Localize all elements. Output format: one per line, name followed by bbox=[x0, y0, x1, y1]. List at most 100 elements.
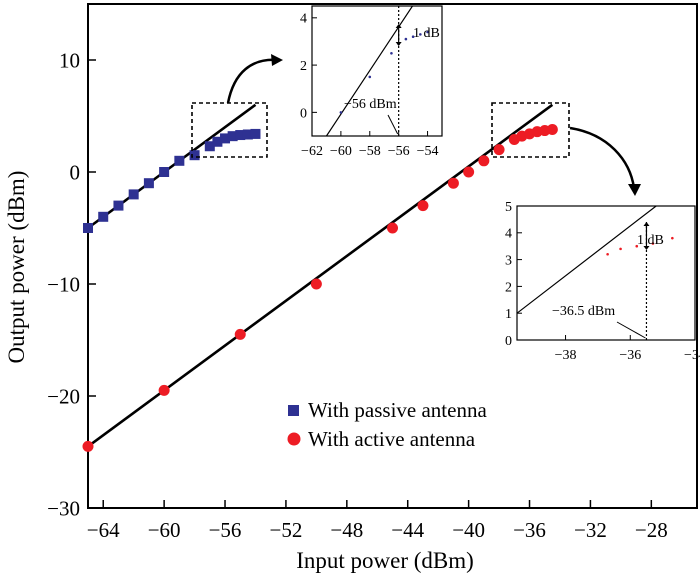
callout-arrowhead-active bbox=[628, 184, 641, 196]
inset-active-x-tick-label: −38 bbox=[555, 348, 577, 363]
inset-passive-data-point bbox=[368, 75, 372, 79]
legend: With passive antenna With active antenna bbox=[287, 398, 487, 451]
passive-data-point bbox=[242, 129, 253, 140]
main-y-tick-label: −20 bbox=[47, 384, 80, 408]
x-axis-label: Input power (dBm) bbox=[296, 548, 474, 573]
inset-active-1db-arrowhead-top bbox=[643, 222, 650, 226]
inset-passive-data-point bbox=[390, 51, 393, 55]
inset-passive-x-tick-label: −54 bbox=[417, 144, 439, 159]
passive-data-point bbox=[250, 128, 261, 139]
inset-active-axes: −38 −36 −34 0 1 2 3 4 5 bbox=[505, 200, 700, 363]
inset-active-data-point bbox=[635, 244, 639, 248]
inset-passive-data-point bbox=[426, 30, 429, 34]
passive-data-point bbox=[98, 211, 109, 222]
main-x-tick-label: −40 bbox=[452, 518, 485, 542]
inset-active-data-point bbox=[606, 252, 609, 256]
passive-data-point bbox=[220, 133, 231, 144]
main-x-tick-label: −52 bbox=[270, 518, 303, 542]
zoom-callouts bbox=[191, 54, 641, 196]
inset-passive-1db-arrowhead-bottom bbox=[395, 42, 402, 46]
passive-data-point bbox=[235, 130, 246, 141]
inset-passive-y-tick-label: 0 bbox=[300, 106, 307, 121]
active-data-point bbox=[310, 278, 322, 290]
main-axes: −64 −60 −56 −52 −48 −44 −40 −36 −32 −28 −30 −20 −10 0… bbox=[47, 3, 698, 542]
main-x-tick-label: −60 bbox=[148, 518, 181, 542]
inset-active-fit-line bbox=[517, 206, 657, 314]
inset-active-y-tick-label: 1 bbox=[505, 307, 512, 322]
active-data-point bbox=[493, 144, 505, 156]
main-x-tick-label: −56 bbox=[209, 518, 242, 542]
callout-arrowhead-passive bbox=[271, 54, 283, 66]
legend-label-passive: With passive antenna bbox=[308, 398, 487, 422]
inset-passive-data-point bbox=[404, 37, 408, 41]
zoom-box-passive bbox=[191, 102, 268, 158]
inset-passive-data-point bbox=[419, 33, 422, 36]
legend-marker-passive bbox=[288, 405, 299, 416]
active-data-point bbox=[478, 155, 490, 167]
y-axis-label: Output power (dBm) bbox=[4, 171, 29, 364]
passive-data-point bbox=[212, 136, 223, 147]
callout-arrow-passive bbox=[226, 58, 279, 104]
inset-passive-x-tick-label: −60 bbox=[330, 144, 352, 159]
legend-marker-active bbox=[287, 432, 301, 446]
inset-active-x-tick-label: −36 bbox=[619, 348, 641, 363]
passive-data-point bbox=[189, 150, 200, 161]
active-data-point bbox=[158, 384, 170, 396]
inset-passive-y-tick-label: 4 bbox=[300, 12, 307, 27]
inset-active-y-tick-label: 4 bbox=[505, 227, 512, 242]
inset-passive-x-tick-label: −56 bbox=[388, 144, 410, 159]
inset-passive-p1db-label: −56 dBm bbox=[344, 97, 397, 112]
inset-passive-compression-label: 1 dB bbox=[413, 26, 440, 41]
inset-passive-p1db-pointer bbox=[387, 114, 399, 135]
passive-data-point bbox=[174, 155, 185, 166]
inset-passive-data-point bbox=[411, 35, 415, 39]
inset-active-y-tick-label: 0 bbox=[505, 334, 512, 349]
inset-active-p1db-pointer bbox=[616, 321, 646, 339]
inset-active-y-tick-label: 2 bbox=[505, 280, 512, 295]
inset-active-frame bbox=[516, 205, 696, 341]
passive-data-point bbox=[113, 200, 124, 211]
inset-active-y-tick-label: 5 bbox=[505, 200, 512, 215]
active-data-point bbox=[234, 328, 246, 340]
inset-passive-frame bbox=[311, 5, 443, 137]
active-data-point bbox=[417, 200, 429, 212]
main-y-tick-label: 0 bbox=[70, 160, 81, 184]
passive-data-point bbox=[143, 178, 154, 189]
inset-passive: −62 −60 −58 −56 −54 0 2 4 1 dB −56 dBm bbox=[300, 5, 443, 159]
inset-passive-1db-arrowhead-top bbox=[395, 24, 402, 28]
inset-active-data-point bbox=[671, 236, 674, 240]
inset-active-x-tick-label: −34 bbox=[684, 348, 700, 363]
inset-active-data-point bbox=[619, 247, 622, 251]
inset-active-1db-arrowhead-bottom bbox=[643, 246, 650, 250]
inset-active-p1db-label: −36.5 dBm bbox=[552, 304, 615, 319]
passive-data-point bbox=[204, 141, 215, 152]
active-data-point bbox=[546, 123, 558, 135]
main-y-tick-label: 10 bbox=[59, 48, 80, 72]
inset-passive-data-point bbox=[339, 111, 343, 114]
main-chart: −64 −60 −56 −52 −48 −44 −40 −36 −32 −28 −30 −20 −10 0… bbox=[4, 3, 698, 573]
inset-active: −38 −36 −34 0 1 2 3 4 5 1 dB −36.5 dBm bbox=[505, 200, 700, 363]
main-x-tick-label: −32 bbox=[574, 518, 607, 542]
zoom-box-active bbox=[491, 102, 570, 158]
main-x-tick-label: −28 bbox=[635, 518, 668, 542]
passive-data-point bbox=[159, 167, 170, 177]
inset-passive-axes: −62 −60 −58 −56 −54 0 2 4 bbox=[300, 5, 443, 159]
main-y-tick-label: −30 bbox=[47, 496, 80, 520]
legend-label-active: With active antenna bbox=[308, 427, 476, 451]
main-frame bbox=[87, 3, 698, 509]
main-y-tick-label: −10 bbox=[47, 272, 80, 296]
main-x-tick-label: −36 bbox=[513, 518, 546, 542]
passive-data-point bbox=[83, 223, 93, 233]
active-data-point bbox=[463, 166, 475, 178]
callout-arrow-active bbox=[569, 126, 636, 189]
main-data-points bbox=[82, 123, 558, 452]
active-data-point bbox=[447, 177, 459, 189]
inset-passive-x-tick-label: −58 bbox=[359, 144, 381, 159]
passive-data-point bbox=[227, 131, 238, 142]
passive-data-point bbox=[128, 189, 139, 200]
inset-active-content bbox=[517, 206, 674, 340]
inset-passive-fit-line bbox=[325, 6, 414, 136]
main-x-tick-label: −44 bbox=[391, 518, 424, 542]
fit-line bbox=[87, 103, 257, 230]
